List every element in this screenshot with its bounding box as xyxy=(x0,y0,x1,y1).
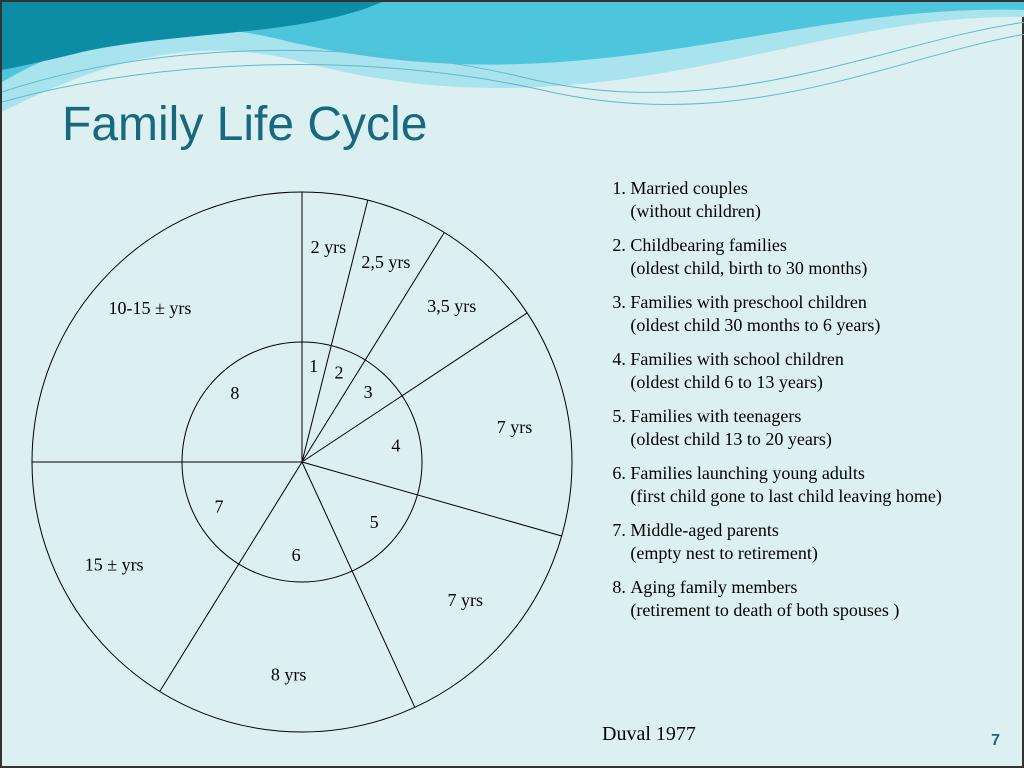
pie-divider xyxy=(160,462,302,691)
legend-item-title: Families with teenagers xyxy=(630,406,801,426)
legend-item-title: Middle-aged parents xyxy=(630,520,778,540)
slice-duration-label: 10-15 ± yrs xyxy=(109,298,192,318)
legend-item: Married couples (without children) xyxy=(630,177,1007,222)
legend-item-sub: (oldest child 30 months to 6 years) xyxy=(630,315,880,335)
slice-id-label: 5 xyxy=(370,512,379,532)
slice-id-label: 3 xyxy=(364,382,373,402)
legend-item: Families with preschool children (oldest … xyxy=(630,291,1007,336)
legend-item-title: Families launching young adults xyxy=(630,463,864,483)
legend: Married couples (without children) Childbe… xyxy=(607,177,1007,633)
legend-item-sub: (oldest child 6 to 13 years) xyxy=(630,372,822,392)
slice-id-label: 2 xyxy=(335,363,344,383)
legend-item-title: Married couples xyxy=(630,178,747,198)
lifecycle-pie-chart: 1 2 yrs 2 2,5 yrs 3 3,5 yrs 4 7 yrs 5 7 yrs 6 8 yrs… xyxy=(22,162,592,762)
slice-id-label: 8 xyxy=(230,383,239,403)
page-title: Family Life Cycle xyxy=(62,97,427,152)
pie-divider xyxy=(302,462,415,707)
slice-duration-label: 7 yrs xyxy=(447,590,483,610)
legend-item-title: Aging family members xyxy=(630,577,797,597)
slice-id-label: 1 xyxy=(309,356,318,376)
legend-item: Aging family members (retirement to death… xyxy=(630,576,1007,621)
legend-item-sub: (first child gone to last child leaving … xyxy=(630,486,941,506)
source-citation: Duval 1977 xyxy=(602,723,696,746)
legend-item: Families launching young adults (first ch… xyxy=(630,462,1007,507)
pie-divider xyxy=(302,313,527,462)
slice-id-label: 4 xyxy=(391,436,400,456)
slice-duration-label: 3,5 yrs xyxy=(427,296,476,316)
legend-item-sub: (retirement to death of both spouses ) xyxy=(630,600,899,620)
legend-list: Married couples (without children) Childbe… xyxy=(607,177,1007,621)
slide: Family Life Cycle 1 2 yrs 2 2,5 yrs 3 3,5 yrs… xyxy=(0,0,1024,768)
legend-item: Childbearing families (oldest child, birt… xyxy=(630,234,1007,279)
slice-id-label: 7 xyxy=(214,496,223,516)
slice-duration-label: 7 yrs xyxy=(497,417,533,437)
legend-item-sub: (empty nest to retirement) xyxy=(630,543,817,563)
slice-duration-label: 8 yrs xyxy=(271,665,307,685)
page-number: 7 xyxy=(991,732,1000,750)
legend-item-sub: (oldest child 13 to 20 years) xyxy=(630,429,831,449)
legend-item-title: Childbearing families xyxy=(630,235,786,255)
legend-item-sub: (without children) xyxy=(630,201,760,221)
slice-duration-label: 2,5 yrs xyxy=(361,252,410,272)
legend-item-sub: (oldest child, birth to 30 months) xyxy=(630,258,867,278)
slice-id-label: 6 xyxy=(292,545,301,565)
legend-item-title: Families with school children xyxy=(630,349,843,369)
slice-duration-label: 15 ± yrs xyxy=(85,555,144,575)
legend-item: Families with school children (oldest chi… xyxy=(630,348,1007,393)
pie-divider xyxy=(302,462,562,536)
slice-duration-label: 2 yrs xyxy=(311,237,347,257)
legend-item: Middle-aged parents (empty nest to retire… xyxy=(630,519,1007,564)
legend-item-title: Families with preschool children xyxy=(630,292,866,312)
legend-item: Families with teenagers (oldest child 13 … xyxy=(630,405,1007,450)
